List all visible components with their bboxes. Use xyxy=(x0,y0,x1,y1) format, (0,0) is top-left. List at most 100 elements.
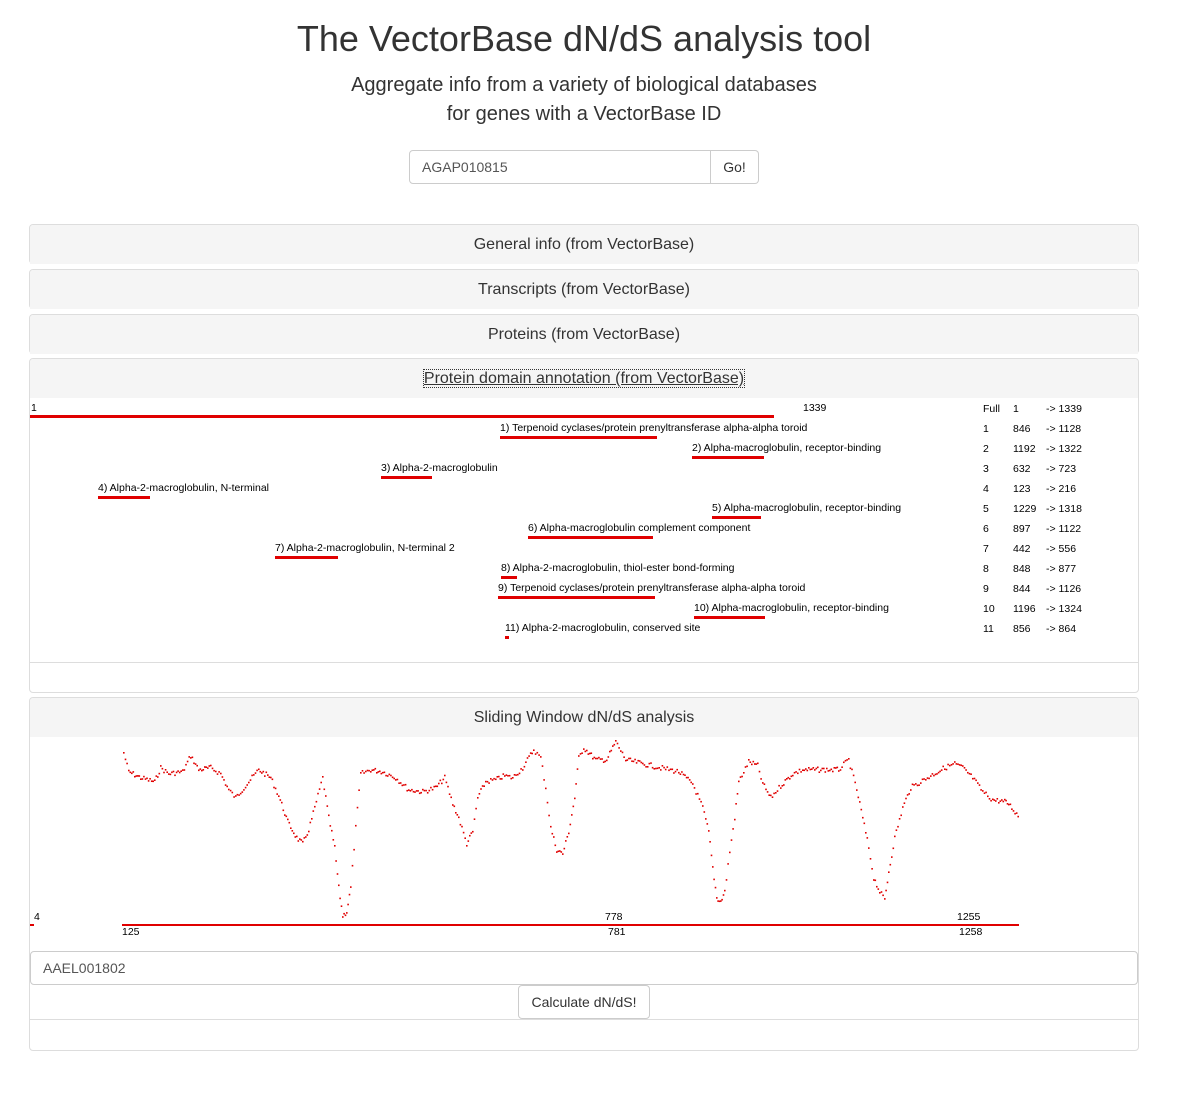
dnds-point xyxy=(995,800,997,802)
dnds-point xyxy=(565,840,567,842)
sliding-window-heading[interactable]: Sliding Window dN/dS analysis xyxy=(30,698,1138,737)
dnds-point xyxy=(243,789,245,791)
dnds-point xyxy=(918,784,920,786)
dnds-point xyxy=(695,793,697,795)
dnds-point xyxy=(178,771,181,774)
dnds-point xyxy=(975,779,977,782)
dnds-point xyxy=(415,790,418,792)
domain-table-start: 1196 xyxy=(1013,603,1036,615)
dnds-point xyxy=(817,766,819,769)
dnds-point xyxy=(625,759,627,762)
full-length-end: 1339 xyxy=(803,402,827,414)
go-button[interactable]: Go! xyxy=(711,150,759,184)
dnds-point xyxy=(635,762,638,764)
domain-label-2: 2) Alpha-macroglobulin, receptor-binding xyxy=(692,442,882,454)
dnds-point xyxy=(278,795,280,797)
dnds-point xyxy=(365,770,367,773)
gene-id-input[interactable]: AGAP010815 xyxy=(409,150,711,184)
dnds-point xyxy=(776,790,779,792)
dnds-point xyxy=(406,789,408,792)
dnds-point xyxy=(885,889,887,892)
domain-panel-footer xyxy=(30,662,1138,663)
comparison-gene-input[interactable]: AAEL001802 xyxy=(30,951,1138,985)
domain-table-start: 848 xyxy=(1013,563,1031,575)
dnds-point xyxy=(916,784,919,787)
dnds-point xyxy=(933,774,935,777)
domain-table-id: 3 xyxy=(983,463,989,475)
calculate-dnds-button[interactable]: Calculate dN/dS! xyxy=(518,985,650,1019)
general-info-heading[interactable]: General info (from VectorBase) xyxy=(30,225,1138,264)
proteins-panel: Proteins (from VectorBase) xyxy=(29,314,1139,354)
domain-table-end: -> 1126 xyxy=(1046,583,1082,595)
dnds-point xyxy=(411,788,413,791)
proteins-heading[interactable]: Proteins (from VectorBase) xyxy=(30,315,1138,354)
dnds-point xyxy=(480,788,482,790)
domain-table-end: -> 556 xyxy=(1046,543,1077,555)
dnds-point xyxy=(579,753,582,755)
dnds-point xyxy=(620,750,622,752)
dnds-point xyxy=(481,785,484,787)
domain-annotation-heading-label[interactable]: Protein domain annotation (from VectorBa… xyxy=(422,369,746,388)
dnds-point xyxy=(241,791,244,793)
dnds-point xyxy=(902,806,904,808)
domain-table-start: 123 xyxy=(1013,483,1031,495)
dnds-point xyxy=(288,821,291,824)
dnds-point xyxy=(1017,815,1019,818)
dnds-point xyxy=(235,795,237,797)
dnds-point xyxy=(338,884,340,887)
dnds-point xyxy=(315,800,318,803)
dnds-point xyxy=(147,780,150,782)
dnds-point xyxy=(249,779,252,781)
dnds-point xyxy=(559,850,561,852)
dnds-point xyxy=(373,769,375,771)
dnds-point xyxy=(186,760,189,763)
dnds-point xyxy=(422,788,424,791)
dnds-point xyxy=(903,802,906,804)
dnds-point xyxy=(154,779,156,781)
domain-label-5: 5) Alpha-macroglobulin, receptor-binding xyxy=(712,502,902,514)
dnds-point xyxy=(735,803,737,805)
dnds-point xyxy=(409,790,412,792)
dnds-point xyxy=(423,789,426,792)
dnds-point xyxy=(674,770,677,773)
domain-label-8: 8) Alpha-2-macroglobulin, thiol-ester bo… xyxy=(501,562,735,574)
dnds-point xyxy=(734,818,736,821)
dnds-point xyxy=(126,762,128,765)
dnds-point xyxy=(999,800,1002,802)
dnds-point xyxy=(770,794,772,797)
dnds-point xyxy=(262,770,265,773)
domain-annotation-heading[interactable]: Protein domain annotation (from VectorBa… xyxy=(30,359,1138,398)
dnds-point xyxy=(435,785,437,788)
dnds-point xyxy=(950,764,953,766)
dnds-point xyxy=(945,768,948,771)
dnds-point xyxy=(347,903,349,906)
dnds-point xyxy=(814,769,816,771)
dnds-point xyxy=(706,823,709,825)
dnds-point xyxy=(221,776,224,778)
dnds-point xyxy=(666,766,669,768)
dnds-point xyxy=(309,821,312,824)
dnds-point xyxy=(412,790,415,793)
dnds-point xyxy=(571,814,573,816)
dnds-point xyxy=(954,761,956,763)
dnds-point xyxy=(533,749,535,751)
dnds-point xyxy=(821,767,824,770)
dnds-point xyxy=(526,757,529,759)
dnds-point xyxy=(829,769,831,772)
dnds-point xyxy=(717,900,719,902)
dnds-point xyxy=(459,823,462,826)
dnds-point xyxy=(1002,800,1005,803)
dnds-point xyxy=(712,866,714,868)
dnds-point xyxy=(525,761,527,763)
dnds-point xyxy=(612,745,614,747)
dnds-point xyxy=(270,776,272,779)
domain-table-start: 1 xyxy=(1013,403,1019,415)
transcripts-heading[interactable]: Transcripts (from VectorBase) xyxy=(30,270,1138,309)
dnds-point xyxy=(198,769,200,772)
dnds-point xyxy=(332,839,335,841)
dnds-point xyxy=(546,801,549,804)
dnds-point xyxy=(486,780,489,783)
dnds-point xyxy=(254,772,257,774)
dnds-point xyxy=(962,765,964,767)
dnds-point xyxy=(595,757,597,760)
